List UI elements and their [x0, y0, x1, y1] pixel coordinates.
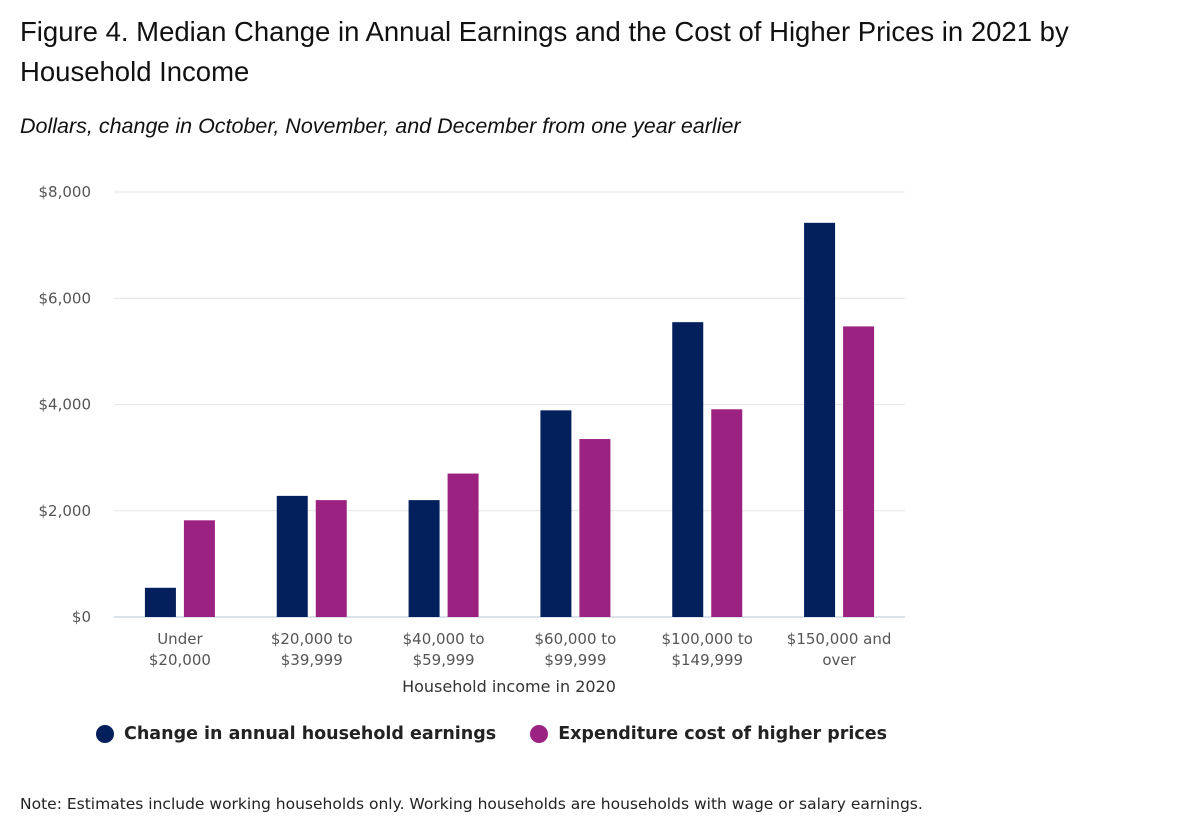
x-tick-label: $59,999 — [413, 651, 475, 669]
bar-earnings[interactable] — [804, 222, 836, 617]
legend-item-expenditure[interactable]: Expenditure cost of higher prices — [530, 724, 887, 744]
x-tick-label: $60,000 to — [534, 630, 616, 648]
y-tick-label: $8,000 — [39, 183, 92, 201]
bar-earnings[interactable] — [276, 495, 308, 617]
x-tick-label: $20,000 to — [271, 630, 353, 648]
legend-label-expenditure: Expenditure cost of higher prices — [558, 724, 888, 744]
bar-expenditure[interactable] — [711, 409, 743, 617]
bar-earnings[interactable] — [540, 410, 572, 617]
x-tick-label: $39,999 — [281, 651, 343, 669]
bar-earnings[interactable] — [672, 322, 704, 617]
bar-expenditure[interactable] — [315, 500, 347, 617]
x-tick-label: $20,000 — [149, 651, 211, 669]
bar-expenditure[interactable] — [183, 520, 215, 617]
y-tick-label: $4,000 — [39, 396, 92, 414]
chart-subtitle: Dollars, change in October, November, an… — [20, 114, 741, 138]
bars — [144, 222, 875, 617]
x-tick-label: $40,000 to — [403, 630, 485, 648]
y-axis-ticks: $0 $2,000 $4,000 $6,000 $8,000 — [39, 183, 92, 626]
x-tick-label: $150,000 and — [787, 630, 892, 648]
legend-label-earnings: Change in annual household earnings — [124, 724, 497, 744]
bar-earnings[interactable] — [144, 587, 176, 617]
x-tick-label: $100,000 to — [662, 630, 753, 648]
bar-earnings[interactable] — [408, 500, 440, 617]
footnote: Note: Estimates include working househol… — [20, 795, 923, 813]
legend-swatch-expenditure — [530, 725, 549, 743]
x-tick-label: $99,999 — [544, 651, 606, 669]
y-tick-label: $6,000 — [39, 289, 92, 307]
legend: Change in annual household earnings Expe… — [96, 724, 921, 744]
bar-expenditure[interactable] — [843, 326, 875, 617]
y-tick-label: $0 — [72, 608, 91, 626]
x-tick-label: over — [822, 651, 856, 669]
x-tick-label: $149,999 — [671, 651, 743, 669]
bar-expenditure[interactable] — [447, 473, 479, 617]
bar-expenditure[interactable] — [579, 439, 611, 617]
x-axis-ticks: Under $20,000 $20,000 to $39,999 $40,000 to $… — [149, 630, 891, 669]
bar-chart: $0 $2,000 $4,000 $6,000 $8,000 Under $20,000 $… — [39, 183, 905, 696]
x-tick-label: Under — [157, 630, 203, 648]
legend-swatch-earnings — [96, 725, 114, 743]
x-axis-title: Household income in 2020 — [402, 677, 616, 696]
legend-item-earnings[interactable]: Change in annual household earnings — [96, 724, 496, 744]
y-tick-label: $2,000 — [39, 502, 92, 520]
chart-title: Figure 4. Median Change in Annual Earnin… — [20, 16, 1069, 87]
gridlines — [114, 191, 905, 618]
